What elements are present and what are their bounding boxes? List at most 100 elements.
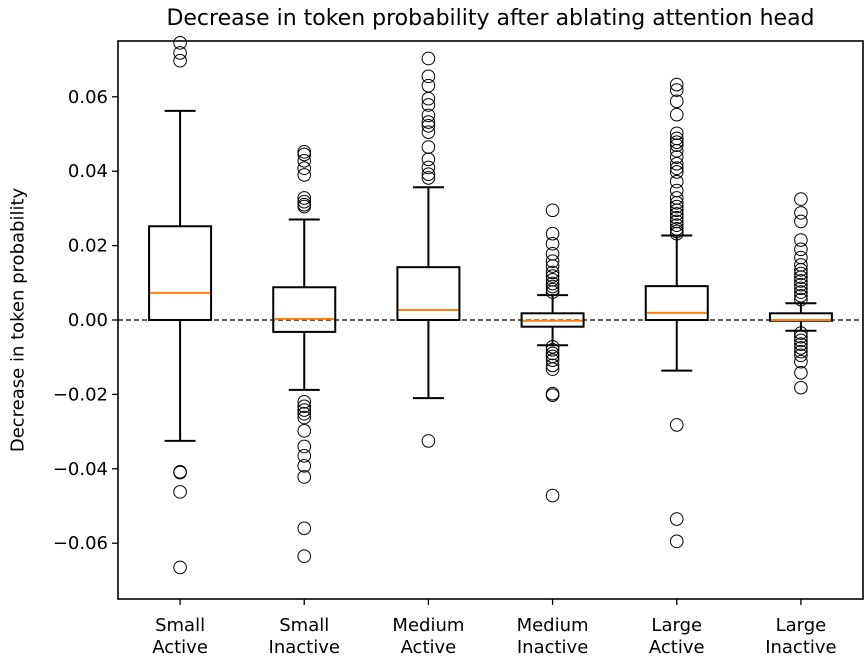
outlier-point [545, 339, 560, 354]
outlier-point [421, 51, 436, 66]
outlier-point [669, 207, 684, 221]
outlier-point [794, 274, 808, 288]
outlier-point [669, 226, 684, 241]
outlier-point [297, 439, 312, 454]
outlier-point [297, 147, 312, 162]
outlier-point [669, 210, 684, 225]
x-tick-label-line2: Active [649, 637, 705, 657]
x-tick-label-line2: Active [401, 637, 457, 657]
outlier-point [669, 174, 684, 189]
box-group-0 [148, 36, 213, 575]
outlier-point [669, 512, 684, 526]
outlier-point [545, 203, 560, 218]
outlier-point [173, 465, 187, 480]
axes: −0.06−0.04−0.020.000.020.040.06SmallActi… [53, 40, 864, 657]
outlier-point [794, 266, 808, 281]
outlier-point [173, 485, 187, 499]
outlier-point [173, 36, 187, 50]
outlier-point [545, 279, 560, 294]
outlier-point [545, 362, 560, 376]
outlier-point [297, 168, 312, 182]
outlier-point [297, 521, 312, 536]
outlier-point [545, 353, 560, 367]
x-tick-label-line1: Small [155, 615, 205, 636]
outlier-point [173, 53, 187, 68]
y-tick-label: 0.02 [68, 236, 108, 257]
outlier-point [545, 346, 560, 361]
outlier-point [669, 196, 684, 210]
outlier-point [545, 358, 560, 373]
outlier-point [669, 150, 684, 164]
plot-area [118, 36, 863, 575]
outlier-point [669, 534, 684, 549]
x-tick-label-line2: Inactive [269, 637, 340, 657]
chart-title: Decrease in token probability after abla… [166, 6, 815, 31]
outlier-point [794, 285, 808, 299]
outlier-point [669, 203, 684, 218]
iqr-box [148, 225, 213, 321]
y-tick-label: 0.00 [68, 310, 108, 331]
x-tick-label-line1: Large [776, 615, 827, 636]
x-tick-label-line2: Active [152, 637, 208, 657]
outlier-point [794, 250, 808, 265]
outlier-point [545, 282, 560, 297]
outlier-point [421, 160, 436, 175]
x-tick-label-line1: Large [651, 615, 702, 636]
y-tick-label: −0.04 [53, 459, 108, 480]
outlier-point [794, 242, 808, 257]
outlier-point [421, 98, 436, 112]
outlier-point [669, 222, 684, 236]
outlier-point [545, 276, 560, 291]
outlier-point [669, 183, 684, 198]
outlier-point [421, 434, 436, 448]
outlier-point [421, 69, 436, 84]
outlier-point [669, 418, 684, 432]
outlier-point [794, 344, 808, 359]
outlier-point [669, 83, 684, 97]
outlier-point [297, 191, 312, 205]
outlier-point [669, 107, 684, 122]
x-tick-label-line1: Medium [392, 615, 464, 636]
outlier-point [421, 140, 436, 154]
outlier-point [297, 424, 312, 438]
outlier-point [545, 265, 560, 280]
outlier-point [545, 236, 560, 251]
outlier-point [421, 115, 436, 129]
outlier-point [545, 254, 560, 269]
outlier-point [297, 459, 312, 473]
outlier-point [794, 292, 808, 307]
box-group-3 [520, 203, 585, 503]
outlier-point [545, 246, 560, 261]
outlier-point [297, 161, 312, 176]
outlier-point [669, 156, 684, 171]
outlier-point [669, 135, 684, 149]
outlier-point [297, 470, 312, 484]
outlier-point [421, 91, 436, 106]
outlier-point [545, 259, 560, 273]
outlier-point [545, 226, 560, 241]
outlier-point [545, 269, 560, 283]
outlier-point [421, 78, 436, 93]
box-group-5 [768, 192, 833, 395]
outlier-point [297, 403, 312, 417]
outlier-point [297, 199, 312, 214]
outlier-point [669, 218, 684, 232]
outlier-point [794, 341, 808, 355]
outlier-point [545, 388, 560, 402]
outlier-point [545, 488, 560, 503]
outlier-point [794, 233, 808, 247]
outlier-point [173, 560, 187, 575]
outlier-point [794, 380, 808, 395]
outlier-point [794, 329, 808, 344]
outlier-point [794, 214, 808, 229]
x-tick-label-line1: Medium [517, 615, 589, 636]
outlier-point [297, 153, 312, 168]
outlier-point [794, 366, 808, 380]
iqr-box [272, 286, 337, 333]
x-tick-label-line2: Inactive [517, 637, 588, 657]
outlier-point [421, 125, 436, 139]
outlier-point [794, 333, 808, 348]
outlier-point [794, 348, 808, 363]
x-tick-label-line2: Inactive [765, 637, 836, 657]
outlier-point [669, 138, 684, 152]
